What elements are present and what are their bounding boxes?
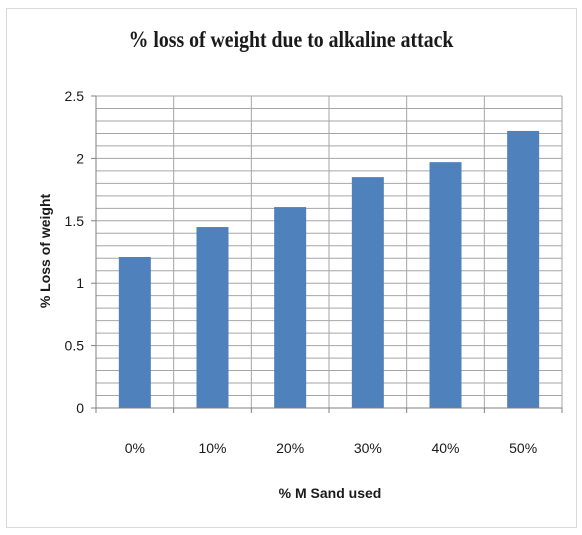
- bars: [118, 130, 540, 408]
- bar-50pct: [507, 130, 540, 408]
- gridlines: [96, 95, 563, 408]
- x-tick-label: 0%: [125, 440, 145, 456]
- bar-0pct: [118, 256, 151, 408]
- axes: [91, 95, 563, 413]
- chart-title: % loss of weight due to alkaline attack: [128, 27, 454, 52]
- bar-40pct: [429, 162, 462, 408]
- x-tick-label: 10%: [198, 440, 226, 456]
- y-tick-label: 2.5: [65, 88, 85, 104]
- y-tick-label: 2: [76, 150, 84, 166]
- bar-10pct: [196, 227, 229, 408]
- bar-30pct: [351, 177, 384, 408]
- x-tick-label: 50%: [509, 440, 537, 456]
- bar-20pct: [274, 207, 307, 408]
- y-tick-label: 1.5: [65, 213, 85, 229]
- y-tick-label: 0.5: [65, 338, 85, 354]
- x-tick-label: 20%: [276, 440, 304, 456]
- x-tick-label: 40%: [431, 440, 459, 456]
- x-tick-labels: 0% 10% 20% 30% 40% 50%: [125, 440, 537, 456]
- x-axis-title: % M Sand used: [279, 485, 382, 501]
- y-axis-title: % Loss of weight: [37, 193, 53, 308]
- y-tick-label: 0: [76, 400, 84, 416]
- y-tick-labels: 0 0.5 1 1.5 2 2.5: [65, 88, 85, 416]
- y-tick-label: 1: [76, 275, 84, 291]
- x-tick-label: 30%: [354, 440, 382, 456]
